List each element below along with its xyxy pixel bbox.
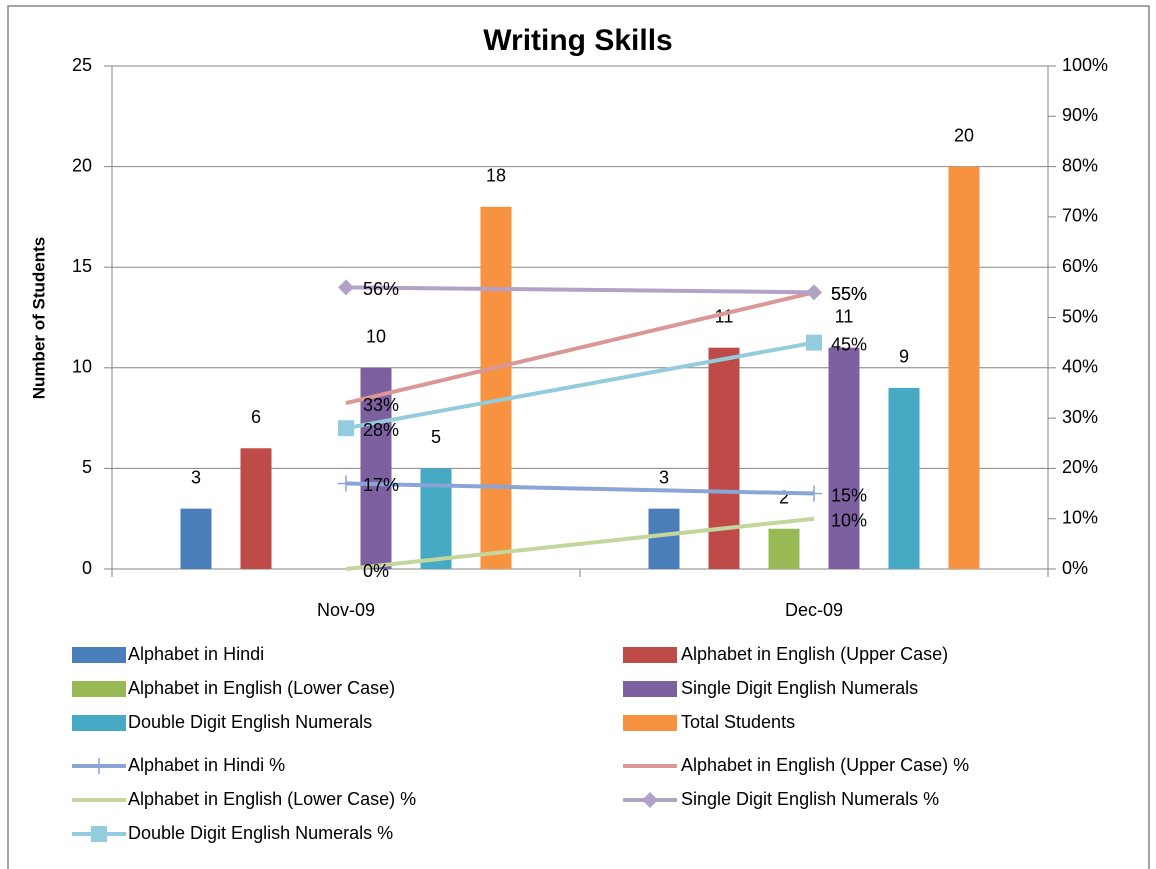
chart-title: Writing Skills	[483, 24, 672, 57]
line-value-label: 56%	[363, 279, 399, 299]
line-marker	[338, 475, 354, 492]
y-tick-label: 20	[72, 155, 92, 175]
legend-marker	[642, 792, 658, 808]
legend-label: Alphabet in English (Upper Case)	[681, 644, 948, 664]
bar-value-label: 9	[899, 347, 909, 367]
legend-label: Alphabet in English (Lower Case) %	[128, 789, 416, 809]
y2-tick-label: 80%	[1062, 155, 1098, 175]
chart-border	[7, 5, 1150, 869]
y-tick-label: 15	[72, 256, 92, 276]
line-value-label: 15%	[831, 485, 867, 505]
legend-label: Total Students	[681, 712, 795, 732]
line-value-label: 45%	[831, 334, 867, 354]
legend-swatch	[72, 647, 126, 663]
bar-value-label: 2	[779, 488, 789, 508]
line-value-label: 28%	[363, 420, 399, 440]
bar-value-label: 10	[366, 327, 386, 347]
y2-tick-label: 40%	[1062, 357, 1098, 377]
legend-label: Double Digit English Numerals	[128, 712, 372, 732]
bar-value-label: 5	[431, 427, 441, 447]
y2-tick-label: 20%	[1062, 457, 1098, 477]
bar-value-label: 3	[191, 467, 201, 487]
legend-marker	[91, 826, 107, 842]
line-marker	[338, 420, 354, 437]
legend-swatch	[623, 715, 677, 731]
legend-label: Single Digit English Numerals	[681, 678, 918, 698]
line-value-label: 17%	[363, 475, 399, 495]
legend-swatch	[72, 715, 126, 731]
bar-value-label: 6	[251, 407, 261, 427]
line-series	[345, 285, 815, 295]
legend-marker	[91, 758, 107, 774]
legend-swatch	[623, 681, 677, 697]
y-tick-label: 5	[82, 457, 92, 477]
bar-value-label: 3	[659, 467, 669, 487]
y-axis-title: Number of Students	[29, 237, 48, 399]
line-marker	[338, 279, 354, 296]
bar	[948, 166, 980, 569]
y-tick-label: 10	[72, 357, 92, 377]
bar	[888, 387, 920, 569]
line-marker	[806, 334, 822, 351]
bar	[708, 347, 740, 569]
legend-swatch	[623, 647, 677, 663]
line-marker	[806, 485, 822, 502]
y-tick-label: 0	[82, 558, 92, 578]
legend-swatch	[72, 681, 126, 697]
y2-tick-label: 50%	[1062, 306, 1098, 326]
y2-tick-label: 70%	[1062, 206, 1098, 226]
legend-label: Single Digit English Numerals %	[681, 789, 939, 809]
line-value-label: 0%	[363, 561, 389, 581]
y2-tick-label: 10%	[1062, 507, 1098, 527]
y2-tick-label: 30%	[1062, 407, 1098, 427]
line-marker	[806, 284, 822, 301]
x-tick-label: Nov-09	[317, 600, 375, 620]
x-tick-label: Dec-09	[785, 600, 843, 620]
line-series	[345, 340, 815, 431]
y2-tick-label: 100%	[1062, 55, 1108, 75]
y2-tick-label: 0%	[1062, 558, 1088, 578]
legend-label: Alphabet in Hindi %	[128, 755, 285, 775]
y2-tick-label: 60%	[1062, 256, 1098, 276]
line-value-label: 55%	[831, 284, 867, 304]
line-value-label: 10%	[831, 510, 867, 530]
bar	[828, 347, 860, 569]
y-tick-label: 25	[72, 55, 92, 75]
bar	[180, 508, 212, 569]
bar	[480, 206, 512, 569]
y2-tick-label: 90%	[1062, 105, 1098, 125]
line-series	[345, 481, 815, 496]
bar	[360, 367, 392, 569]
bar	[768, 528, 800, 569]
bar	[648, 508, 680, 569]
legend-label: Alphabet in English (Upper Case) %	[681, 755, 969, 775]
legend-label: Double Digit English Numerals %	[128, 823, 393, 843]
line-series	[345, 290, 815, 405]
bar-value-label: 18	[486, 166, 506, 186]
line-series	[345, 516, 815, 571]
line-value-label: 55%	[831, 284, 867, 304]
legend-label: Alphabet in English (Lower Case)	[128, 678, 395, 698]
bar-value-label: 11	[835, 306, 854, 326]
bar-value-label: 20	[954, 125, 974, 145]
line-value-label: 33%	[363, 395, 399, 415]
legend-label: Alphabet in Hindi	[128, 644, 264, 664]
bar	[240, 448, 272, 569]
